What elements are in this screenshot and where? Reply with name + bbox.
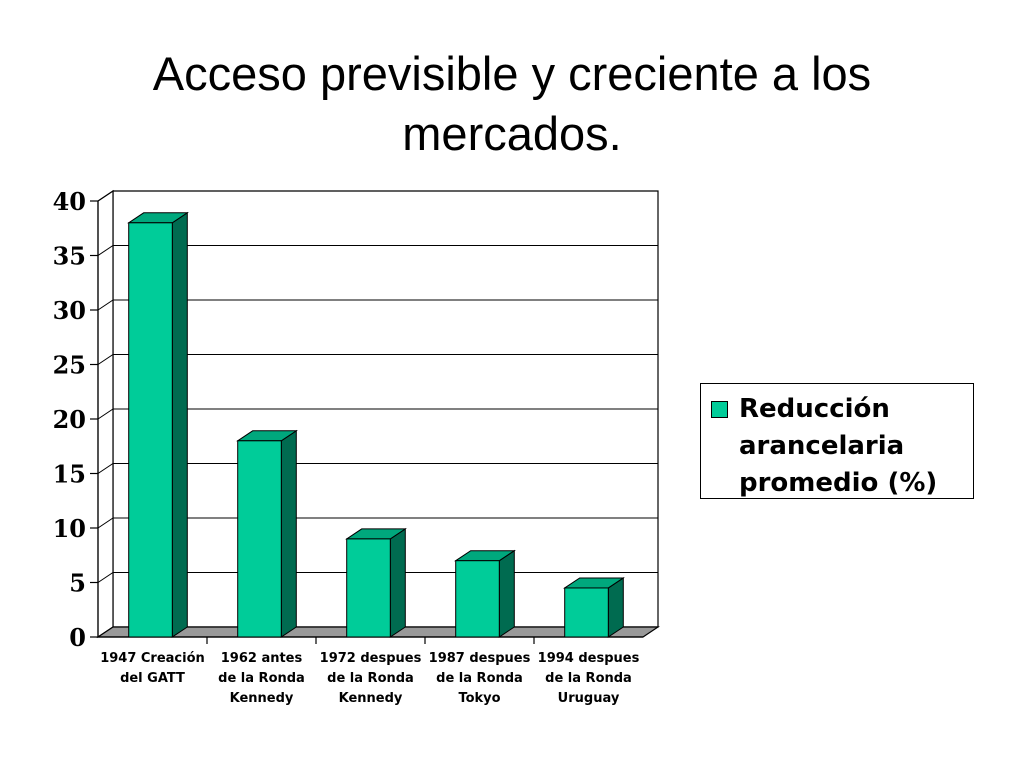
slide-title-line-1: Acceso previsible y creciente a los [152, 47, 872, 100]
bar-side [498, 549, 515, 638]
y-tick-label: 25 [53, 351, 86, 380]
x-tick-label: 1987 despues [429, 651, 531, 666]
x-tick-label: Kennedy [230, 691, 294, 706]
x-tick-label: de la Ronda [218, 671, 305, 686]
bar [346, 538, 391, 638]
y-tick-label: 40 [53, 187, 86, 216]
x-tick-label: de la Ronda [545, 671, 632, 686]
bar-side [389, 527, 406, 638]
bar [455, 560, 500, 638]
x-tick-label: 1947 Creación [100, 651, 205, 666]
bar-side [280, 429, 297, 638]
y-tick-label: 5 [69, 569, 86, 598]
chart-bars [127, 211, 625, 638]
legend-label-line-2: arancelaria [739, 431, 905, 461]
x-tick-label: Kennedy [339, 691, 403, 706]
y-tick-label: 0 [69, 623, 86, 652]
x-tick-label: de la Ronda [436, 671, 523, 686]
y-tick-label: 15 [53, 460, 86, 489]
x-tick-label: 1994 despues [538, 651, 640, 666]
gridline [97, 517, 658, 529]
x-axis-labels: 1947 Creación del GATT 1962 antes de la Ron… [100, 651, 639, 706]
y-tick-label: 20 [53, 405, 86, 434]
x-tick-label: del GATT [120, 671, 185, 686]
x-tick-label: Tokyo [458, 691, 500, 706]
chart-legend: Reducción arancelaria promedio (%) [700, 383, 974, 499]
x-tick-label: 1972 despues [320, 651, 422, 666]
slide-title-line-2: mercados. [402, 107, 622, 160]
y-tick-label: 30 [53, 296, 86, 325]
legend-swatch [711, 401, 728, 418]
bar-side [171, 211, 188, 638]
x-tick-label: Uruguay [558, 691, 620, 706]
gridline [97, 463, 658, 474]
gridline [97, 245, 658, 256]
x-tick-label: de la Ronda [327, 671, 414, 686]
gridline [97, 190, 658, 202]
x-tick-label: 1962 antes [221, 651, 303, 666]
gridline [97, 408, 658, 420]
y-tick-label: 10 [53, 514, 86, 543]
legend-label-line-1: Reducción [739, 394, 890, 424]
gridline [97, 354, 658, 365]
gridline [97, 299, 658, 311]
y-tick-label: 35 [53, 242, 86, 271]
bar [237, 440, 282, 638]
bar [564, 587, 609, 638]
legend-label-line-3: promedio (%) [739, 468, 938, 498]
chart-gridlines [97, 190, 658, 583]
bar [128, 222, 173, 638]
slide-title: Acceso previsible y creciente a los merc… [0, 44, 1024, 164]
y-axis-ticks: 0 5 10 15 20 25 30 35 40 [53, 187, 86, 652]
legend-label: Reducción arancelaria promedio (%) [739, 391, 971, 502]
